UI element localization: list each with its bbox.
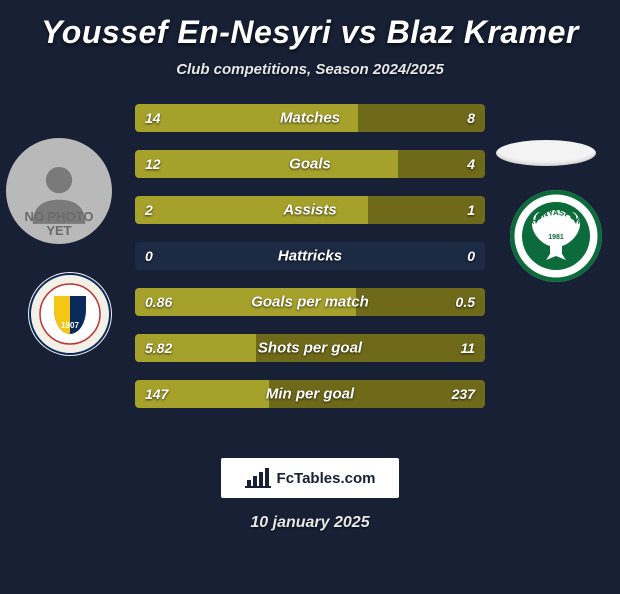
row-label: Min per goal: [266, 386, 354, 403]
subtitle: Club competitions, Season 2024/2025: [0, 61, 620, 78]
value-right: 0.5: [456, 294, 475, 310]
value-left: 2: [145, 202, 153, 218]
footer-brand-text: FcTables.com: [277, 470, 376, 487]
comparison-row: 147 237 Min per goal: [135, 380, 485, 408]
row-label: Goals: [289, 156, 331, 173]
bar-right-fill: [358, 104, 485, 132]
value-right: 1: [467, 202, 475, 218]
bar-chart-icon: [245, 468, 271, 488]
value-right: 237: [452, 386, 475, 402]
value-right: 8: [467, 110, 475, 126]
comparison-row: 12 4 Goals: [135, 150, 485, 178]
comparison-row: 0 0 Hattricks: [135, 242, 485, 270]
row-label: Shots per goal: [258, 340, 362, 357]
comparison-row: 2 1 Assists: [135, 196, 485, 224]
row-label: Matches: [280, 110, 340, 127]
value-right: 4: [467, 156, 475, 172]
value-left: 147: [145, 386, 168, 402]
comparison-bar-list: 14 8 Matches 12 4 Goals 2 1 Assists 0 0 Hattricks 0.…: [135, 104, 485, 408]
footer-date: 10 january 2025: [0, 514, 620, 532]
footer-brand-badge: FcTables.com: [221, 458, 399, 498]
comparison-row: 5.82 11 Shots per goal: [135, 334, 485, 362]
row-label: Goals per match: [251, 294, 369, 311]
comparison-chart: 14 8 Matches 12 4 Goals 2 1 Assists 0 0 Hattricks 0.…: [0, 96, 620, 436]
value-right: 0: [467, 248, 475, 264]
row-label: Assists: [283, 202, 336, 219]
bar-left-fill: [135, 150, 398, 178]
value-left: 0: [145, 248, 153, 264]
value-left: 14: [145, 110, 161, 126]
comparison-row: 14 8 Matches: [135, 104, 485, 132]
row-label: Hattricks: [278, 248, 342, 265]
value-right: 11: [460, 340, 475, 356]
comparison-row: 0.86 0.5 Goals per match: [135, 288, 485, 316]
page-title: Youssef En-Nesyri vs Blaz Kramer: [0, 14, 620, 51]
value-left: 0.86: [145, 294, 172, 310]
value-left: 5.82: [145, 340, 172, 356]
value-left: 12: [145, 156, 161, 172]
